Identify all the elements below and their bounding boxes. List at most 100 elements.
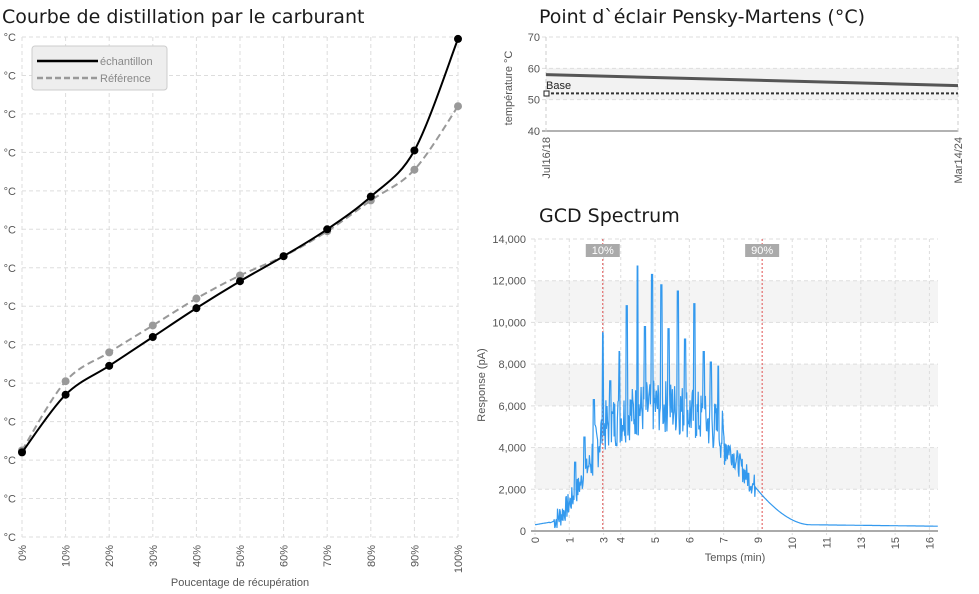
gcd-y-label: Response (pA) [476,348,488,421]
y-tick-label: 12,000 [492,276,526,288]
x-tick-label: 15 [890,537,902,549]
distillation-chart: Courbe de distillation par le carburant … [2,6,465,589]
y-tick-label: °C [4,224,16,236]
distillation-x-label: Poucentage de récupération [171,577,309,589]
data-point [18,448,26,457]
y-tick-label: 60 [528,63,540,75]
plot-band [535,364,938,406]
y-tick-label: 40 [528,126,540,138]
distillation-x-ticks: 0% 10% 20% 30% 40% 50% 60% 70% 80% 90% 100% [17,545,465,573]
x-tick-label: 10 [787,537,799,549]
y-tick-label: °C [4,32,16,44]
gcd-series-line [534,265,938,529]
gcd-title: GCD Spectrum [539,205,680,227]
gcd-x-label: Temps (min) [705,552,766,564]
x-tick-label: Jul16/18 [541,137,553,179]
percent-marker-badge [745,244,780,257]
y-tick-label: °C [4,378,16,390]
y-tick-label: 70 [528,32,540,44]
x-tick-label: 10% [61,545,73,567]
y-tick-label: 10,000 [492,317,526,329]
y-tick-label: 0 [520,526,526,538]
percent-marker-label: 10% [592,245,614,257]
legend-label-reference: Référence [100,73,151,85]
flash-y-label: température °C [503,51,515,126]
y-tick-label: °C [4,263,16,275]
data-point [61,377,70,386]
gcd-chart: GCD Spectrum 0 2,000 4,000 6,000 8,000 10,000… [476,205,938,564]
gcd-series [534,265,938,529]
y-tick-label: °C [4,532,16,544]
flash-title: Point d`éclair Pensky-Martens (°C) [539,6,865,28]
y-tick-label: 4,000 [498,443,526,455]
x-tick-label: 16 [924,537,936,549]
x-tick-label: 3 [599,537,611,543]
base-marker [543,90,550,97]
data-point [410,165,419,174]
distillation-series [18,34,462,457]
flash-point-chart: Point d`éclair Pensky-Martens (°C) 40 50 6… [503,6,965,183]
y-tick-label: °C [4,301,16,313]
data-point [236,271,244,280]
distillation-y-ticks: °C °C °C °C °C °C °C °C °C °C °C °C °C °C [4,32,16,544]
flash-line [545,73,959,88]
gcd-grid [531,238,938,535]
y-tick-label: °C [4,494,16,506]
data-point [192,304,201,313]
x-tick-label: 0 [530,537,542,543]
x-tick-label: 6 [684,537,696,543]
y-tick-label: °C [4,186,16,198]
flash-series [545,73,959,95]
x-tick-label: 100% [453,545,465,573]
y-tick-label: 6,000 [498,401,526,413]
x-tick-label: 50% [235,545,247,567]
y-tick-label: °C [4,147,16,159]
data-point [148,321,157,330]
data-point [454,34,462,43]
data-point [323,225,332,234]
percent-marker-badge [585,244,620,257]
x-tick-label: 70% [322,545,334,567]
data-point [148,333,157,341]
y-tick-label: 14,000 [492,234,526,246]
plot-band [535,280,938,323]
x-tick-label: 11 [822,537,834,548]
x-tick-label: 60% [279,545,291,567]
x-tick-label: 5 [650,537,662,543]
data-point [236,277,244,286]
x-tick-label: 4 [616,537,628,543]
distillation-grid [21,36,459,538]
data-point [105,348,114,357]
legend-label-echantillon: échantillon [100,56,153,68]
y-tick-label: 8,000 [498,359,526,371]
data-point [366,192,375,201]
gcd-y-ticks: 0 2,000 4,000 6,000 8,000 10,000 12,000 14,000 [492,234,526,538]
x-tick-label: Mar14/24 [953,137,965,183]
y-tick-label: 2,000 [498,484,526,496]
x-tick-label: 9 [753,537,765,543]
x-tick-label: 7 [719,537,731,543]
x-tick-label: 1 [564,537,576,543]
y-tick-label: °C [4,109,16,121]
y-tick-label: °C [4,70,16,82]
x-tick-label: 30% [148,545,160,567]
base-label: Base [546,80,571,92]
distillation-title: Courbe de distillation par le carburant [2,6,364,28]
distillation-legend[interactable]: échantillon Référence [31,45,168,91]
flash-x-ticks: Jul16/18 Mar14/24 [541,137,965,183]
data-point [192,294,201,303]
data-point [454,102,462,111]
x-tick-label: 40% [191,545,203,567]
x-tick-label: 13 [856,537,868,549]
y-tick-label: °C [4,340,16,352]
data-point [410,146,419,155]
data-point [105,361,114,370]
percent-marker-label: 90% [751,245,773,257]
data-point [61,390,70,399]
data-point [279,252,288,261]
y-tick-label: °C [4,417,16,429]
x-tick-label: 20% [104,545,116,567]
x-tick-label: 0% [17,545,29,561]
x-tick-label: 90% [409,545,421,567]
